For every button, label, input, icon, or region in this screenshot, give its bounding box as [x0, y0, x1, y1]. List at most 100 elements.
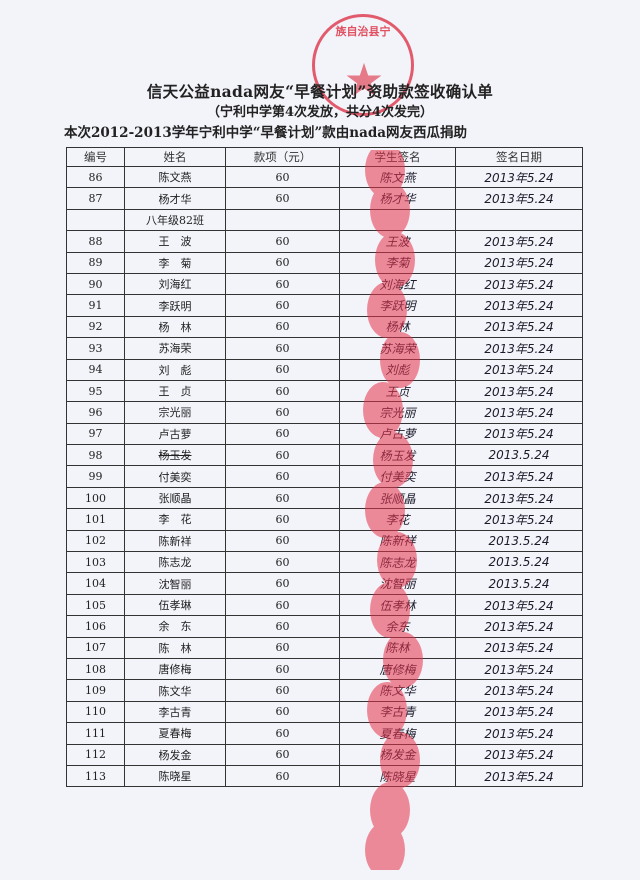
student-signature-text: 杨才华	[379, 192, 416, 207]
table-row: 92 杨 林 60 杨林 2013年5.24	[66, 315, 583, 339]
student-name-text: 付美奕	[158, 470, 192, 484]
row-number: 103	[66, 551, 125, 574]
amount: 60	[225, 444, 340, 467]
signature-date-text: 2013年5.24	[484, 256, 554, 271]
amount-text: 60	[275, 427, 290, 441]
student-name: 卢古萝	[124, 422, 226, 446]
amount: 60	[225, 294, 340, 317]
amount-text: 60	[275, 641, 290, 655]
amount: 60	[225, 743, 340, 766]
amount-text: 60	[275, 448, 290, 462]
student-signature-text: 刘彪	[385, 363, 410, 378]
amount: 60	[225, 572, 340, 595]
amount: 60	[225, 551, 340, 574]
student-signature: 陈林	[339, 636, 456, 659]
table-header-row: 编号 姓名 款项（元） 学生签名 签名日期	[66, 147, 583, 167]
row-number: 102	[66, 529, 125, 553]
amount-text: 60	[275, 534, 290, 548]
signature-date: 2013年5.24	[455, 358, 583, 381]
student-name-text: 杨发金	[158, 748, 192, 762]
header-signature: 学生签名	[339, 147, 456, 167]
header-date: 签名日期	[455, 147, 583, 167]
table-row: 91 李跃明 60 李跃明 2013年5.24	[66, 294, 583, 317]
signature-date	[455, 208, 583, 232]
row-number-text: 102	[85, 534, 106, 548]
row-number-text: 91	[88, 299, 103, 313]
amount: 60	[225, 657, 340, 681]
table-row: 108 唐修梅 60 唐修梅 2013年5.24	[66, 657, 583, 681]
amount: 60	[225, 379, 340, 403]
student-signature: 陈志龙	[339, 551, 456, 574]
amount-text: 60	[275, 470, 290, 484]
signature-date: 2013年5.24	[455, 657, 583, 681]
row-number-text: 105	[85, 598, 106, 612]
student-name-text: 苏海荣	[158, 342, 192, 356]
student-signature: 余东	[339, 615, 456, 638]
amount-text: 60	[275, 598, 290, 612]
row-number: 111	[66, 722, 125, 745]
table-row: 93 苏海荣 60 苏海荣 2013年5.24	[66, 337, 583, 360]
student-name: 沈智丽	[124, 572, 226, 595]
amount-text: 60	[275, 363, 290, 377]
signature-date-text: 2013年5.24	[484, 512, 554, 527]
student-name-text: 王 波	[158, 235, 192, 249]
table-row: 101 李 花 60 李花 2013年5.24	[66, 508, 583, 531]
header-number: 编号	[66, 147, 125, 167]
student-signature: 付美奕	[339, 465, 456, 488]
amount: 60	[225, 615, 340, 638]
student-signature-text: 李跃明	[379, 299, 416, 314]
row-number: 93	[66, 337, 125, 360]
signature-date: 2013年5.24	[455, 743, 583, 766]
student-name: 陈文华	[124, 679, 226, 702]
row-number-text: 97	[88, 427, 103, 441]
amount: 60	[225, 679, 340, 702]
table-row: 97 卢古萝 60 卢古萝 2013年5.24	[66, 422, 583, 446]
student-signature	[339, 208, 456, 232]
signature-date: 2013年5.24	[455, 165, 583, 189]
student-name-text: 伍孝琳	[158, 599, 192, 612]
signature-date: 2013年5.24	[455, 636, 583, 659]
row-number: 87	[66, 187, 125, 210]
fingerprint-mark	[365, 822, 405, 870]
signature-date-text: 2013年5.24	[484, 192, 554, 207]
signature-date: 2013年5.24	[455, 615, 583, 638]
row-number: 96	[66, 401, 125, 424]
student-signature: 陈文华	[339, 679, 456, 702]
student-name: 刘 彪	[124, 358, 226, 381]
student-signature: 刘海红	[339, 272, 456, 296]
student-name-text: 唐修梅	[158, 663, 192, 677]
document-title: 信天公益nada网友“早餐计划”资助款签收确认单	[146, 82, 494, 101]
student-name-text: 杨 林	[158, 320, 192, 334]
amount: 60	[225, 465, 340, 488]
student-name: 宗光丽	[124, 401, 226, 424]
signature-date: 2013年5.24	[455, 764, 583, 788]
amount: 60	[225, 764, 340, 788]
signature-date: 2013年5.24	[455, 187, 583, 210]
amount-text: 60	[275, 619, 290, 633]
student-name-text: 刘 彪	[158, 363, 192, 377]
row-number: 95	[66, 379, 125, 403]
student-signature-text: 王波	[385, 234, 410, 249]
student-signature: 陈文燕	[339, 165, 456, 189]
student-signature-text: 沈智丽	[379, 577, 416, 592]
student-name-text: 王 贞	[158, 385, 192, 399]
signature-date-text: 2013年5.24	[484, 641, 554, 656]
amount: 60	[225, 700, 340, 724]
student-signature-text: 李古青	[379, 705, 416, 720]
student-signature: 陈新祥	[339, 529, 456, 553]
table-row: 96 宗光丽 60 宗光丽 2013年5.24	[66, 401, 583, 424]
signature-date-text: 2013年5.24	[484, 341, 554, 356]
signature-date-text: 2013年5.24	[484, 320, 554, 335]
amount: 60	[225, 486, 340, 510]
row-number: 110	[66, 700, 125, 724]
signature-date: 2013.5.24	[455, 529, 583, 553]
student-signature-text: 陈文华	[379, 684, 416, 699]
student-signature-text: 李菊	[385, 256, 410, 271]
row-number	[66, 208, 125, 232]
student-signature: 杨才华	[339, 187, 456, 210]
student-name: 付美奕	[124, 465, 226, 488]
row-number: 92	[66, 315, 125, 339]
row-number-text: 98	[88, 448, 103, 462]
amount-text: 60	[275, 705, 290, 719]
student-name: 陈晓星	[124, 764, 226, 788]
